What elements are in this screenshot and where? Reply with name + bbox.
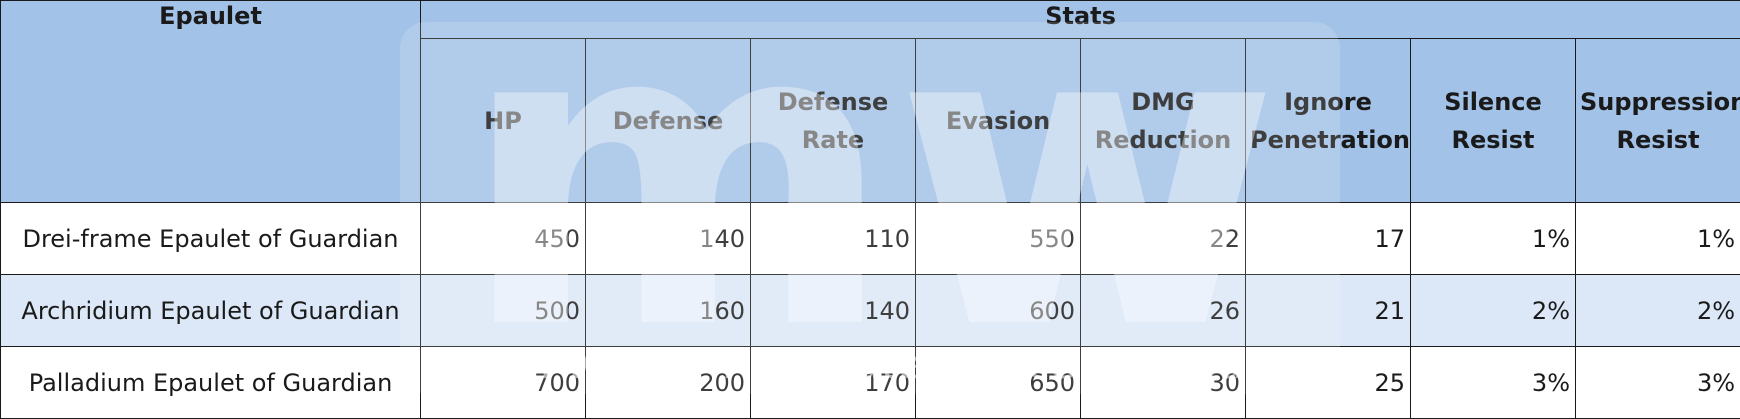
silence-resist-value: 1%	[1411, 203, 1576, 275]
header-silence-resist: Silence Resist	[1411, 39, 1576, 203]
silence-resist-value: 3%	[1411, 347, 1576, 419]
table-row: Palladium Epaulet of Guardian 700 200 17…	[1, 347, 1740, 419]
header-dmg-reduction: DMG Reduction	[1081, 39, 1246, 203]
defense-rate-value: 170	[751, 347, 916, 419]
epaulet-name: Archridium Epaulet of Guardian	[1, 275, 421, 347]
hp-value: 700	[421, 347, 586, 419]
header-epaulet: Epaulet	[1, 1, 421, 203]
evasion-value: 550	[916, 203, 1081, 275]
ignore-penetration-value: 21	[1246, 275, 1411, 347]
table-row: Drei-frame Epaulet of Guardian 450 140 1…	[1, 203, 1740, 275]
header-defense-rate: Defense Rate	[751, 39, 916, 203]
dmg-reduction-value: 22	[1081, 203, 1246, 275]
header-hp: HP	[421, 39, 586, 203]
ignore-penetration-value: 17	[1246, 203, 1411, 275]
evasion-value: 600	[916, 275, 1081, 347]
epaulet-name: Drei-frame Epaulet of Guardian	[1, 203, 421, 275]
header-ignore-penetration: Ignore Penetration	[1246, 39, 1411, 203]
ignore-penetration-value: 25	[1246, 347, 1411, 419]
defense-value: 160	[586, 275, 751, 347]
evasion-value: 650	[916, 347, 1081, 419]
defense-value: 140	[586, 203, 751, 275]
header-group-row: Epaulet Stats	[1, 1, 1740, 39]
defense-rate-value: 110	[751, 203, 916, 275]
defense-rate-value: 140	[751, 275, 916, 347]
epaulet-name: Palladium Epaulet of Guardian	[1, 347, 421, 419]
silence-resist-value: 2%	[1411, 275, 1576, 347]
header-suppression-resist: Suppression Resist	[1576, 39, 1740, 203]
suppression-resist-value: 3%	[1576, 347, 1740, 419]
dmg-reduction-value: 30	[1081, 347, 1246, 419]
hp-value: 500	[421, 275, 586, 347]
header-evasion: Evasion	[916, 39, 1081, 203]
dmg-reduction-value: 26	[1081, 275, 1246, 347]
hp-value: 450	[421, 203, 586, 275]
header-defense: Defense	[586, 39, 751, 203]
table-row: Archridium Epaulet of Guardian 500 160 1…	[1, 275, 1740, 347]
header-stats-group: Stats	[421, 1, 1740, 39]
suppression-resist-value: 2%	[1576, 275, 1740, 347]
suppression-resist-value: 1%	[1576, 203, 1740, 275]
defense-value: 200	[586, 347, 751, 419]
